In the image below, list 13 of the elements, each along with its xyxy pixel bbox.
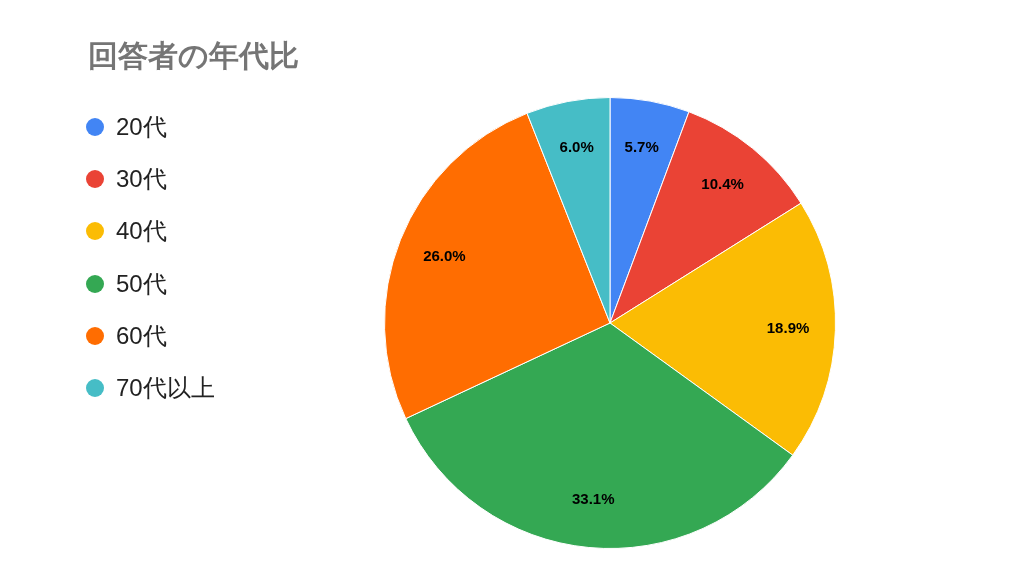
data-label: 26.0% <box>423 247 466 265</box>
data-label: 5.7% <box>624 137 659 155</box>
legend-label: 60代 <box>116 320 167 351</box>
chart-title: 回答者の年代比 <box>88 38 299 74</box>
legend-label: 50代 <box>116 268 167 299</box>
data-label: 18.9% <box>766 319 810 337</box>
legend-label: 40代 <box>116 216 167 247</box>
legend-label: 70代以上 <box>116 373 215 404</box>
data-label: 33.1% <box>571 490 615 508</box>
data-label: 6.0% <box>559 138 594 156</box>
data-label: 10.4% <box>701 175 744 193</box>
legend-label: 20代 <box>116 112 167 143</box>
legend-label: 30代 <box>116 164 167 195</box>
